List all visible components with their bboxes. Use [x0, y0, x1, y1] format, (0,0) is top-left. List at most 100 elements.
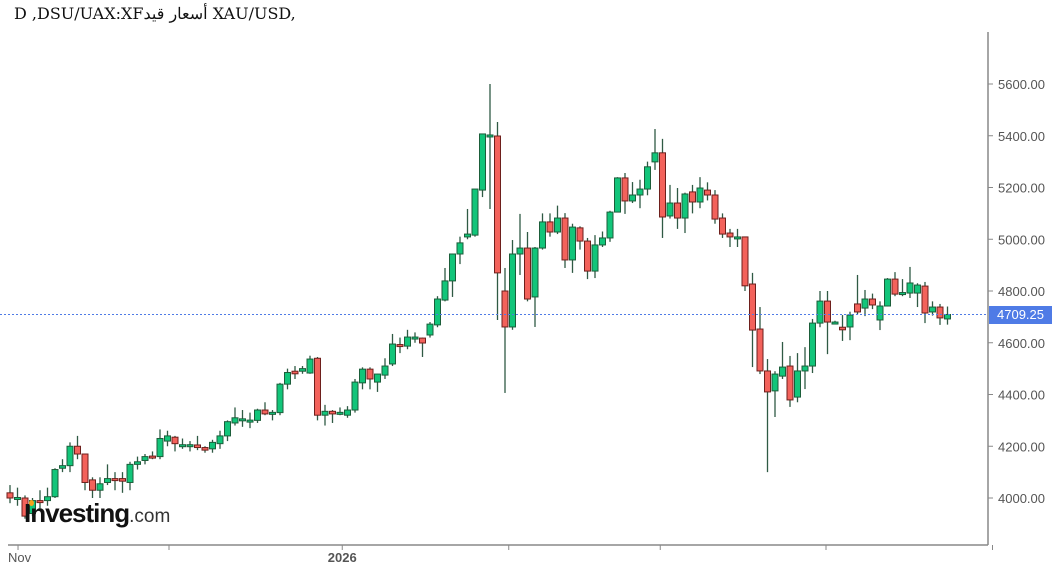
candle-body [81, 453, 89, 483]
candle-up [591, 235, 599, 279]
candle-body [674, 202, 681, 219]
candle-body [636, 188, 644, 196]
candle-body [224, 421, 231, 437]
candle-body [629, 194, 636, 202]
candle-body [239, 418, 246, 422]
candle-body [501, 290, 509, 328]
candle-body [471, 188, 479, 236]
candle-body [389, 343, 396, 365]
candle-body [456, 242, 464, 255]
candle-body [839, 326, 846, 331]
candle-up [569, 223, 576, 273]
candle-body [59, 465, 66, 469]
candle-up [651, 129, 659, 170]
candle-up [779, 341, 786, 379]
candle-down [21, 495, 29, 519]
candle-down [711, 190, 719, 224]
candle-up [644, 161, 651, 196]
candle-body [599, 237, 606, 246]
candle-body [921, 285, 929, 314]
candle-up [411, 332, 419, 343]
candle-body [284, 372, 291, 385]
candle-body [741, 236, 749, 287]
candle-up [59, 459, 66, 473]
logo-brand: Investing [24, 498, 130, 528]
candle-up [306, 355, 314, 374]
candle-body [96, 483, 104, 491]
candle-up [666, 184, 674, 219]
candle-up [96, 477, 104, 498]
candle-body [104, 478, 111, 483]
y-tick-label: 5400.00 [998, 129, 1045, 144]
candle-body [824, 300, 831, 323]
candle-body [186, 444, 194, 448]
candle-body [411, 336, 419, 340]
chart-title: D ,DSU/UAX:XFأسعار قيد XAU/USD, [14, 4, 296, 23]
logo-dot-icon [29, 500, 34, 506]
candle-body [614, 177, 621, 213]
candle-up [336, 407, 344, 416]
candle-down [366, 367, 374, 390]
candle-up [276, 382, 284, 416]
candle-up [66, 442, 74, 473]
x-tick-label: 2026 [328, 550, 357, 565]
candle-up [246, 412, 254, 429]
x-tick-label: Nov [8, 550, 32, 565]
candle-up [51, 468, 59, 498]
candle-up [156, 429, 164, 460]
candle-body [111, 478, 119, 482]
candle-body [359, 368, 366, 384]
candle-down [119, 472, 126, 493]
candle-body [314, 357, 321, 416]
candle-down [839, 315, 846, 341]
candle-body [756, 328, 764, 372]
candle-up [629, 182, 636, 204]
candle-up [449, 253, 456, 297]
candle-body [434, 298, 441, 326]
candle-body [291, 370, 299, 375]
candle-up [134, 456, 141, 470]
candle-body [254, 409, 261, 421]
y-tick-label: 4600.00 [998, 336, 1045, 351]
candle-body [464, 233, 471, 238]
candle-body [336, 411, 344, 415]
candle-body [794, 370, 801, 398]
candle-up [374, 373, 381, 392]
candle-body [194, 444, 201, 449]
y-tick-label: 5600.00 [998, 77, 1045, 92]
candle-body [524, 247, 531, 300]
candle-body [149, 455, 156, 459]
candle-body [876, 305, 884, 321]
candle-down [111, 472, 119, 491]
candle-down [719, 213, 726, 238]
candle-body [689, 191, 696, 203]
candle-up [876, 301, 884, 331]
candle-body [261, 409, 269, 415]
candle-body [269, 411, 276, 415]
candle-body [801, 365, 809, 372]
candle-down [501, 267, 509, 393]
candle-down [749, 272, 756, 368]
candle-up [816, 291, 824, 328]
candle-up [104, 464, 111, 486]
candle-up [944, 306, 951, 325]
candle-up [179, 438, 186, 449]
candle-up [479, 133, 486, 198]
candle-up [456, 236, 464, 265]
candle-up [929, 301, 936, 316]
candle-up [809, 318, 816, 374]
candles-layer [6, 84, 951, 519]
candle-up [899, 279, 906, 297]
candle-body [621, 177, 629, 202]
candle-body [666, 202, 674, 217]
candle-up [44, 487, 51, 506]
candle-body [156, 437, 164, 458]
candle-body [209, 441, 216, 450]
y-tick-label: 4400.00 [998, 388, 1045, 403]
candle-body [21, 497, 29, 517]
candle-body [906, 282, 914, 294]
candle-body [749, 283, 756, 331]
candle-body [531, 247, 539, 298]
candle-body [734, 236, 741, 240]
